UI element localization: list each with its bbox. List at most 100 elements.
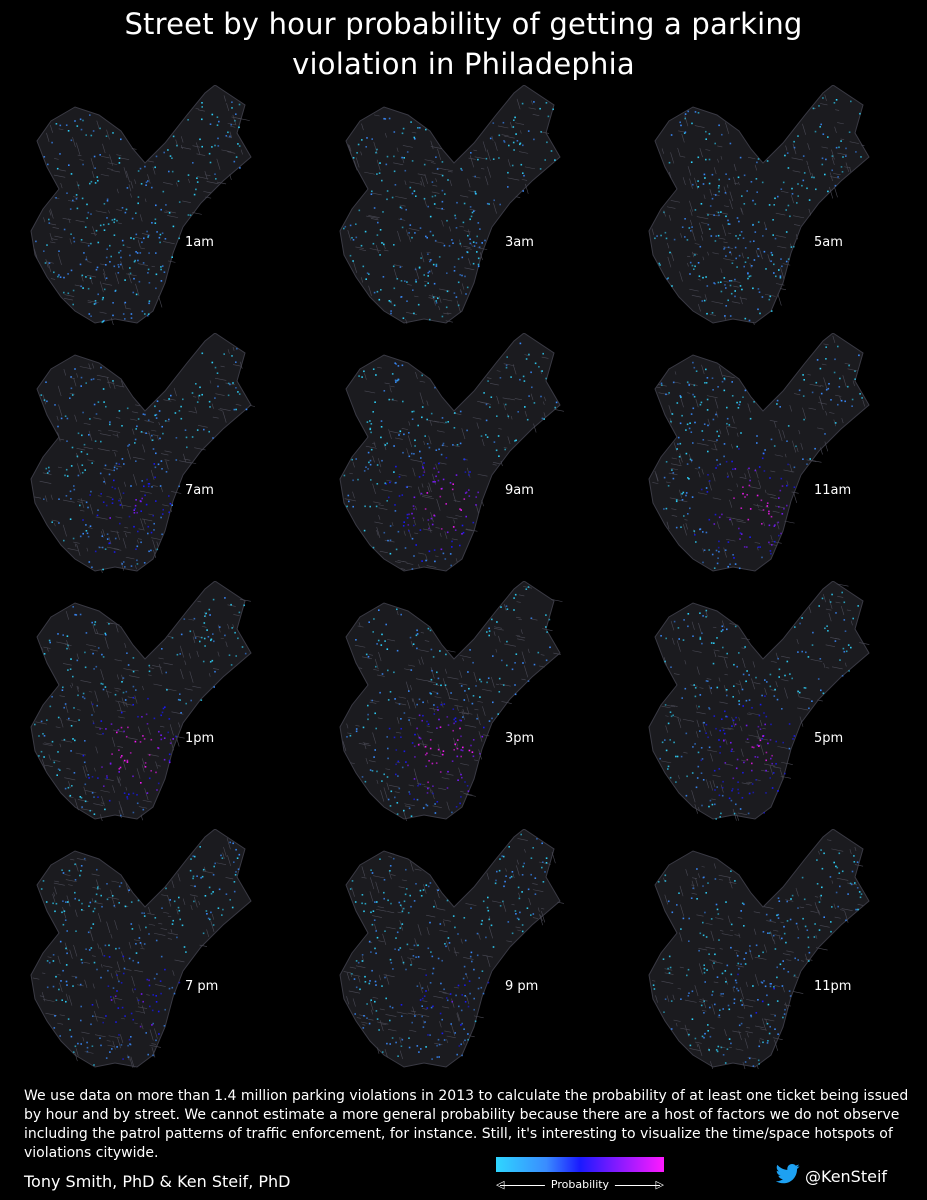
violation-dot (715, 818, 717, 820)
street-segment (115, 970, 121, 973)
violation-dot (441, 753, 444, 756)
violation-dot (821, 597, 824, 600)
violation-dot (411, 1021, 413, 1024)
violation-dot (408, 807, 411, 810)
violation-dot (148, 300, 151, 302)
violation-dot (122, 313, 125, 315)
violation-dot (237, 391, 239, 393)
violation-dot (136, 252, 139, 254)
violation-dot (414, 232, 416, 234)
violation-dot (779, 276, 782, 279)
street-segment (399, 920, 404, 931)
violation-dot (554, 159, 556, 161)
street-segment (115, 385, 125, 388)
violation-dot (175, 459, 178, 461)
violation-dot (440, 528, 443, 530)
street-segment (425, 680, 433, 683)
violation-dot (97, 241, 100, 244)
violation-dot (480, 923, 483, 925)
violation-dot (775, 740, 777, 743)
street-segment (432, 184, 438, 187)
violation-dot (472, 262, 475, 265)
city-outline (339, 85, 561, 324)
street-segment (840, 138, 845, 140)
violation-dot (688, 427, 691, 430)
violation-dot (52, 960, 55, 962)
violation-dot (743, 174, 746, 177)
violation-dot (757, 255, 760, 258)
violation-dot (374, 749, 376, 751)
violation-dot (706, 491, 709, 493)
violation-dot (796, 202, 798, 204)
violation-dot (739, 401, 741, 403)
violation-dot (241, 646, 244, 648)
street-segment (687, 383, 698, 386)
street-segment (395, 731, 402, 734)
violation-dot (80, 958, 83, 961)
street-segment (469, 1035, 475, 1038)
violation-dot (519, 342, 522, 345)
street-segment (405, 229, 409, 237)
violation-dot (801, 184, 803, 187)
street-segment (808, 208, 812, 216)
violation-dot (93, 155, 96, 158)
violation-dot (143, 915, 146, 917)
violation-dot (740, 533, 743, 535)
violation-dot (57, 716, 60, 719)
violation-dot (396, 608, 398, 611)
street-segment (698, 807, 700, 811)
violation-dot (127, 664, 130, 666)
violation-dot (155, 500, 157, 502)
violation-dot (123, 967, 126, 970)
violation-dot (187, 174, 190, 176)
violation-dot (424, 284, 427, 287)
violation-dot (507, 171, 509, 174)
violation-dot (434, 812, 437, 814)
violation-dot (461, 533, 463, 535)
violation-dot (765, 769, 767, 772)
violation-dot (450, 564, 452, 567)
street-segment (701, 866, 705, 868)
violation-dot (427, 272, 430, 274)
violation-dot (419, 127, 421, 129)
violation-dot (402, 400, 404, 403)
street-segment (449, 179, 453, 187)
violation-dot (427, 282, 429, 284)
violation-dot (491, 618, 493, 621)
street-segment (100, 669, 105, 681)
street-segment (524, 410, 527, 417)
street-segment (136, 768, 141, 779)
street-segment (738, 181, 740, 186)
violation-dot (136, 545, 139, 548)
violation-dot (451, 760, 454, 762)
violation-dot (459, 242, 462, 245)
violation-dot (702, 183, 705, 185)
street-segment (462, 657, 464, 662)
street-segment (167, 938, 172, 940)
street-segment (92, 983, 95, 989)
street-segment (106, 377, 111, 389)
street-segment (374, 521, 383, 524)
violation-dot (442, 442, 445, 445)
violation-dot (62, 686, 64, 689)
street-segment (828, 599, 833, 609)
violation-dot (426, 443, 429, 445)
violation-dot (757, 725, 760, 728)
street-segment (390, 874, 396, 876)
violation-dot (122, 677, 125, 679)
violation-dot (464, 492, 467, 494)
street-segment (695, 704, 698, 710)
street-segment (433, 707, 435, 712)
violation-dot (720, 993, 722, 995)
violation-dot (668, 955, 671, 958)
violation-dot (786, 900, 788, 903)
violation-dot (132, 670, 135, 673)
violation-dot (421, 560, 423, 562)
violation-dot (687, 968, 690, 971)
violation-dot (408, 791, 410, 793)
street-segment (694, 985, 699, 997)
violation-dot (133, 525, 135, 528)
violation-dot (708, 480, 711, 482)
street-segment (729, 191, 734, 202)
street-segment (503, 604, 507, 612)
